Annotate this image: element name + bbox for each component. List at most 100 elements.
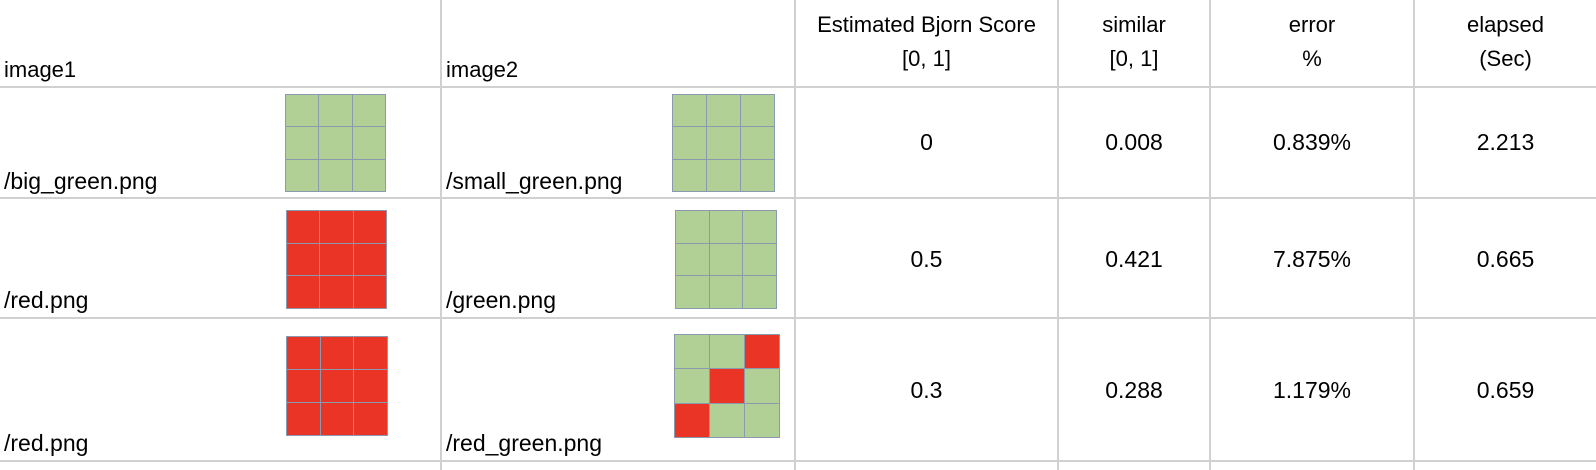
thumbnail-square-green [745, 369, 779, 403]
row1-score: 0 [920, 129, 933, 155]
thumbnail-square-green [745, 403, 779, 437]
thumbnail-square-green [743, 211, 776, 243]
thumbnail-square-green [676, 276, 709, 308]
thumbnail-square-green [319, 159, 352, 191]
thumbnail-square-green [319, 95, 352, 127]
thumbnail-square-green [673, 159, 706, 191]
row-divider [0, 317, 1596, 319]
row2-image1-thumbnail [286, 210, 387, 309]
thumbnail-square-red [320, 337, 354, 369]
column-divider [1209, 0, 1211, 470]
thumbnail-square-green [710, 335, 744, 369]
thumbnail-square-red [287, 276, 320, 308]
thumbnail-square-green [673, 127, 706, 159]
row2-error: 7.875% [1272, 246, 1351, 272]
thumbnail-square-red [320, 211, 353, 243]
thumbnail-square-green [675, 369, 709, 403]
column-divider [440, 0, 442, 470]
thumbnail-square-green [707, 95, 740, 127]
thumbnail-square-red [354, 370, 387, 402]
thumbnail-square-green [710, 403, 744, 437]
row3-image1-thumbnail [286, 336, 388, 436]
column-divider [1413, 0, 1415, 470]
thumbnail-square-green [352, 95, 385, 127]
row-divider [0, 197, 1596, 199]
thumbnail-square-red [320, 370, 354, 402]
row3-error: 1.179% [1272, 377, 1351, 403]
thumbnail-square-green [319, 127, 352, 159]
header-elapsed: elapsed (Sec) [1415, 8, 1596, 76]
column-divider [1057, 0, 1059, 470]
thumbnail-square-red [675, 403, 709, 437]
thumbnail-square-green [676, 243, 709, 276]
thumbnail-square-red [353, 211, 386, 243]
thumbnail-square-green [673, 95, 706, 127]
header-score: Estimated Bjorn Score [0, 1] [796, 8, 1057, 76]
row1-similar: 0.008 [1105, 129, 1163, 155]
row1-image2-thumbnail [672, 94, 775, 192]
thumbnail-square-green [709, 243, 743, 276]
row1-image2-path: /small_green.png [446, 168, 623, 194]
thumbnail-square-green [741, 127, 774, 159]
column-divider [794, 0, 796, 470]
row1-elapsed: 2.213 [1476, 129, 1535, 155]
thumbnail-square-green [709, 276, 743, 308]
thumbnail-square-green [286, 95, 319, 127]
thumbnail-square-red [320, 276, 353, 308]
row3-image2-thumbnail [674, 334, 780, 438]
thumbnail-square-green [286, 127, 319, 159]
thumbnail-square-green [743, 276, 776, 308]
row2-elapsed: 0.665 [1476, 246, 1535, 272]
row2-score: 0.5 [910, 246, 943, 272]
header-image2: image2 [446, 57, 519, 82]
thumbnail-square-green [352, 127, 385, 159]
row2-similar: 0.421 [1105, 246, 1163, 272]
header-error-title: error [1288, 12, 1336, 37]
thumbnail-square-red [287, 403, 320, 435]
header-image1: image1 [4, 57, 77, 82]
thumbnail-square-green [675, 335, 709, 369]
thumbnail-square-green [709, 211, 743, 243]
thumbnail-square-green [676, 211, 709, 243]
header-similar-title: similar [1102, 12, 1166, 37]
header-score-title: Estimated Bjorn Score [817, 12, 1036, 37]
thumbnail-square-red [353, 276, 386, 308]
thumbnail-square-green [743, 243, 776, 276]
thumbnail-square-red [287, 211, 320, 243]
thumbnail-square-green [286, 159, 319, 191]
thumbnail-square-green [352, 159, 385, 191]
row1-error: 0.839% [1272, 129, 1351, 155]
row2-image1-path: /red.png [4, 287, 89, 313]
row3-elapsed: 0.659 [1476, 377, 1535, 403]
thumbnail-square-green [741, 159, 774, 191]
thumbnail-square-red [287, 337, 320, 369]
header-elapsed-title: elapsed [1466, 12, 1545, 37]
row3-image2-path: /red_green.png [446, 430, 603, 456]
row2-image2-path: /green.png [446, 287, 556, 313]
thumbnail-square-green [707, 159, 740, 191]
thumbnail-square-red [287, 370, 320, 402]
row3-score: 0.3 [910, 377, 943, 403]
row1-image1-thumbnail [285, 94, 386, 192]
header-similar: similar [0, 1] [1059, 8, 1209, 76]
header-score-range: [0, 1] [902, 46, 951, 71]
row-divider [0, 460, 1596, 462]
header-similar-range: [0, 1] [1109, 46, 1159, 71]
row-divider [0, 86, 1596, 88]
thumbnail-square-red [287, 243, 320, 276]
thumbnail-square-red [320, 403, 354, 435]
row3-similar: 0.288 [1105, 377, 1163, 403]
thumbnail-square-red [353, 243, 386, 276]
header-error: error % [1211, 8, 1413, 76]
header-error-unit: % [1302, 46, 1322, 71]
row2-image2-thumbnail [675, 210, 777, 309]
thumbnail-square-green [707, 127, 740, 159]
thumbnail-square-red [745, 335, 779, 369]
row1-image1-path: /big_green.png [4, 168, 158, 194]
thumbnail-square-green [741, 95, 774, 127]
row3-image1-path: /red.png [4, 430, 89, 456]
header-elapsed-unit: (Sec) [1479, 46, 1532, 71]
thumbnail-square-red [354, 403, 387, 435]
thumbnail-square-red [354, 337, 387, 369]
